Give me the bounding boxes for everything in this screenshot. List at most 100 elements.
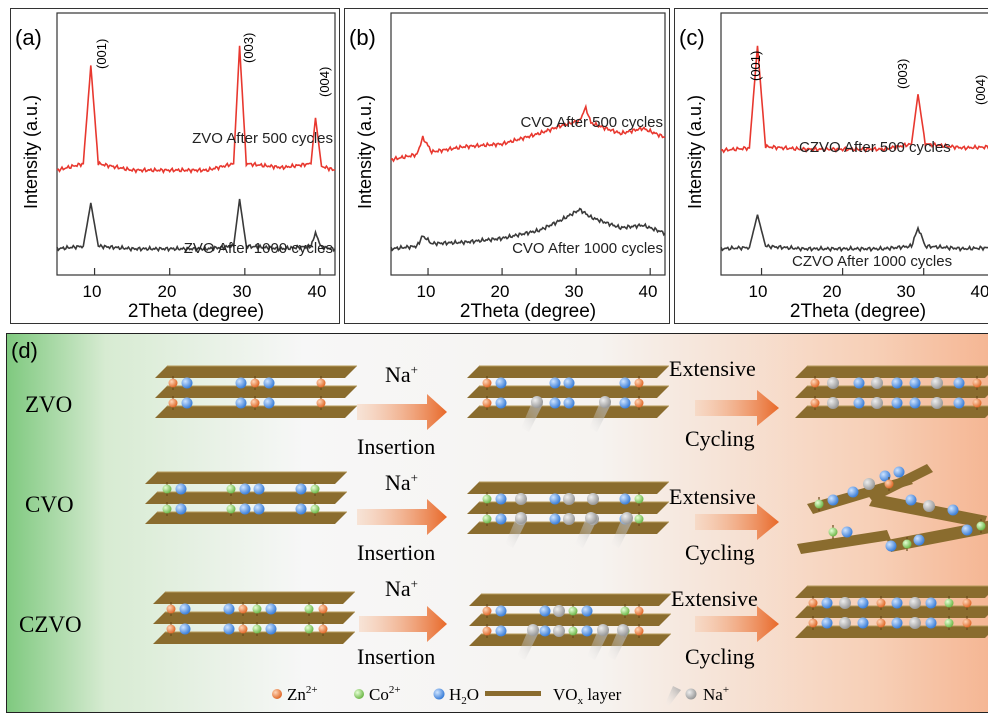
h2o-ion	[854, 378, 865, 389]
vox-layer-fragment	[887, 520, 988, 552]
ion-label: Na+	[385, 470, 418, 495]
y-axis-label: Intensity (a.u.)	[355, 95, 375, 209]
h2o-ion	[266, 624, 277, 635]
na-ion	[871, 397, 883, 409]
h2o-ion	[550, 378, 561, 389]
co-ion	[253, 625, 262, 634]
co-ion	[635, 495, 644, 504]
h2o-ion	[822, 598, 833, 609]
h2o-ion	[858, 618, 869, 629]
na-trail-legend-icon	[665, 686, 681, 706]
y-axis-label: Intensity (a.u.)	[21, 95, 41, 209]
co-ion	[483, 515, 492, 524]
zn-ion	[635, 399, 644, 408]
curve-label-top: CVO After 500 cycles	[520, 114, 663, 131]
insertion-label: Insertion	[357, 644, 435, 669]
h2o-ion	[620, 378, 631, 389]
h2o-ion	[822, 618, 833, 629]
co-ion	[163, 485, 172, 494]
h2o-ion	[892, 378, 903, 389]
h2o-ion	[828, 495, 839, 506]
na-ion	[515, 512, 527, 524]
cycling-label: Cycling	[685, 426, 755, 451]
panel-b: (b) Intensity (a.u.) CVO After 500 cycle…	[344, 8, 670, 324]
h2o-ion	[582, 606, 593, 617]
zn-ion	[169, 399, 178, 408]
panel-label: (c)	[679, 25, 705, 50]
na-legend-icon	[686, 689, 697, 700]
na-ion	[617, 624, 629, 636]
peak-label-003: (003)	[895, 59, 910, 89]
h2o-ion	[540, 626, 551, 637]
vox-layer	[145, 472, 347, 484]
h2o-legend-icon	[434, 689, 445, 700]
curve-label-bottom: CVO After 1000 cycles	[512, 240, 663, 257]
na-ion	[909, 597, 921, 609]
h2o-ion	[264, 378, 275, 389]
co-ion	[227, 505, 236, 514]
peak-label-003: (003)	[241, 33, 256, 63]
na-ion	[931, 397, 943, 409]
h2o-ion	[254, 484, 265, 495]
h2o-ion	[926, 598, 937, 609]
zn-ion	[877, 619, 886, 628]
na-ion	[587, 493, 599, 505]
zn-ion	[167, 625, 176, 634]
co-ion	[945, 599, 954, 608]
zn-ion	[251, 379, 260, 388]
h2o-ion	[926, 618, 937, 629]
zn-ion	[973, 379, 982, 388]
curve-label-top: CZVO After 500 cycles	[799, 139, 951, 156]
h2o-ion	[296, 484, 307, 495]
h2o-ion	[620, 398, 631, 409]
zn-ion	[811, 379, 820, 388]
h2o-ion	[496, 606, 507, 617]
na-ion	[863, 478, 875, 490]
extensive-label: Extensive	[669, 484, 756, 509]
h2o-ion	[176, 504, 187, 515]
ion-label: Na+	[385, 576, 418, 601]
h2o-ion	[182, 398, 193, 409]
zn-ion	[809, 599, 818, 608]
co-legend-icon	[354, 689, 364, 699]
co-ion	[815, 500, 824, 509]
h2o-ion	[550, 398, 561, 409]
cycling-label: Cycling	[685, 644, 755, 669]
h2o-ion	[236, 398, 247, 409]
vox-layer	[155, 366, 357, 378]
co-ion	[635, 515, 644, 524]
h2o-ion	[948, 505, 959, 516]
tick-label-10: 10	[417, 282, 436, 301]
zn-ion	[317, 399, 326, 408]
h2o-ion	[240, 484, 251, 495]
curve-label-bottom: ZVO After 1000 cycles	[184, 240, 333, 257]
na-ion	[597, 624, 609, 636]
h2o-ion	[910, 398, 921, 409]
h2o-ion	[858, 598, 869, 609]
co-ion	[903, 540, 912, 549]
co-ion	[253, 605, 262, 614]
zn-ion	[483, 627, 492, 636]
row-label-czvo: CZVO	[19, 612, 82, 637]
h2o-ion	[182, 378, 193, 389]
zn-ion	[963, 619, 972, 628]
panel-d-schematic: (d) ZVO CVO CZVO Na+ Insertion Extensive…	[6, 333, 988, 713]
row-label-zvo: ZVO	[25, 392, 72, 417]
arrow-insertion-cvo	[357, 499, 447, 535]
zn-legend-icon	[272, 689, 282, 699]
h2o-ion	[892, 398, 903, 409]
zn-ion	[635, 627, 644, 636]
h2o-ion	[892, 618, 903, 629]
h2o-ion	[266, 604, 277, 615]
arrow-cycling-cvo	[695, 504, 779, 540]
h2o-ion	[180, 624, 191, 635]
na-ion	[531, 396, 543, 408]
tick-label-30: 30	[233, 282, 252, 301]
h2o-ion	[496, 494, 507, 505]
na-legend-label: Na+	[703, 684, 729, 704]
na-ion	[527, 624, 539, 636]
peak-label-001: (001)	[748, 51, 763, 81]
h2o-ion	[550, 514, 561, 525]
x-axis-label: 2Theta (degree)	[128, 301, 264, 322]
vox-legend-label: VOx layer	[553, 685, 622, 707]
